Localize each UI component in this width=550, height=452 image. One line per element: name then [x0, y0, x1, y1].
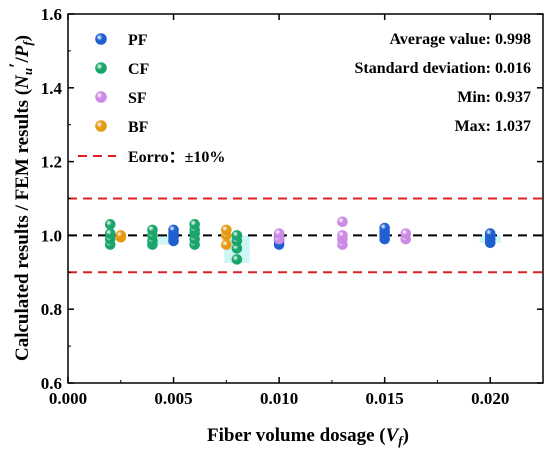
data-point-bf — [221, 224, 232, 236]
legend-label-sf: SF — [128, 90, 147, 107]
reference-lines — [68, 197, 543, 274]
stat-line: Min: 0.937 — [457, 89, 531, 106]
data-point-bf — [221, 239, 232, 250]
legend-marker-bf — [95, 120, 107, 132]
data-point-cf — [147, 224, 158, 236]
data-point-sf — [337, 216, 348, 228]
y-tick-label: 0.6 — [41, 374, 62, 393]
legend-marker-pf — [95, 33, 107, 45]
y-tick-label: 1.2 — [41, 153, 62, 172]
x-axis-title: Fiber volume dosage (Vf) — [207, 425, 409, 448]
data-point-sf — [337, 230, 348, 241]
legend-marker-sf — [95, 91, 107, 103]
data-point-pf — [484, 228, 496, 239]
data-point-cf — [231, 254, 243, 265]
stat-line: Max: 1.037 — [455, 118, 531, 135]
stats-annotation: Average value: 0.998 Standard deviation: … — [355, 31, 531, 135]
data-point-cf — [104, 219, 116, 230]
x-tick-label: 0.020 — [471, 389, 509, 408]
data-point-sf — [400, 228, 412, 239]
legend-marker-cf — [95, 62, 107, 74]
highlight-band-group — [154, 235, 501, 264]
data-point-cf — [231, 230, 243, 241]
data-points — [104, 216, 496, 265]
y-axis-title: Calculated results / FEM results (Nu′/Pf… — [6, 35, 35, 361]
y-tick-label: 0.8 — [41, 300, 62, 319]
stat-line: Standard deviation: 0.016 — [355, 60, 531, 77]
data-point-cf — [189, 219, 200, 230]
y-tick-label: 1.4 — [41, 79, 63, 98]
x-tick-label: 0.010 — [260, 389, 298, 408]
data-point-pf — [379, 222, 390, 234]
legend: PF CF SF BF Eorro：±10% — [78, 32, 225, 166]
legend-label-bf: BF — [128, 119, 149, 136]
legend-label-cf: CF — [128, 61, 150, 78]
legend-label-error-band: Eorro：±10% — [128, 149, 225, 166]
y-tick-label: 1.6 — [41, 5, 62, 24]
legend-label-pf: PF — [128, 32, 148, 49]
data-point-pf — [168, 224, 179, 236]
x-tick-label: 0.000 — [49, 389, 87, 408]
data-point-bf — [115, 230, 127, 241]
x-tick-label: 0.015 — [366, 389, 404, 408]
y-tick-label: 1.0 — [41, 226, 62, 245]
x-tick-label: 0.005 — [154, 389, 192, 408]
stat-line: Average value: 0.998 — [390, 31, 531, 48]
axes: 0.000 0.005 0.010 0.015 0.020 0.6 0.8 1.0 1.2 1.4… — [41, 5, 544, 408]
highlight-band — [154, 235, 172, 245]
data-point-sf — [273, 228, 285, 239]
data-point-cf — [104, 228, 116, 239]
